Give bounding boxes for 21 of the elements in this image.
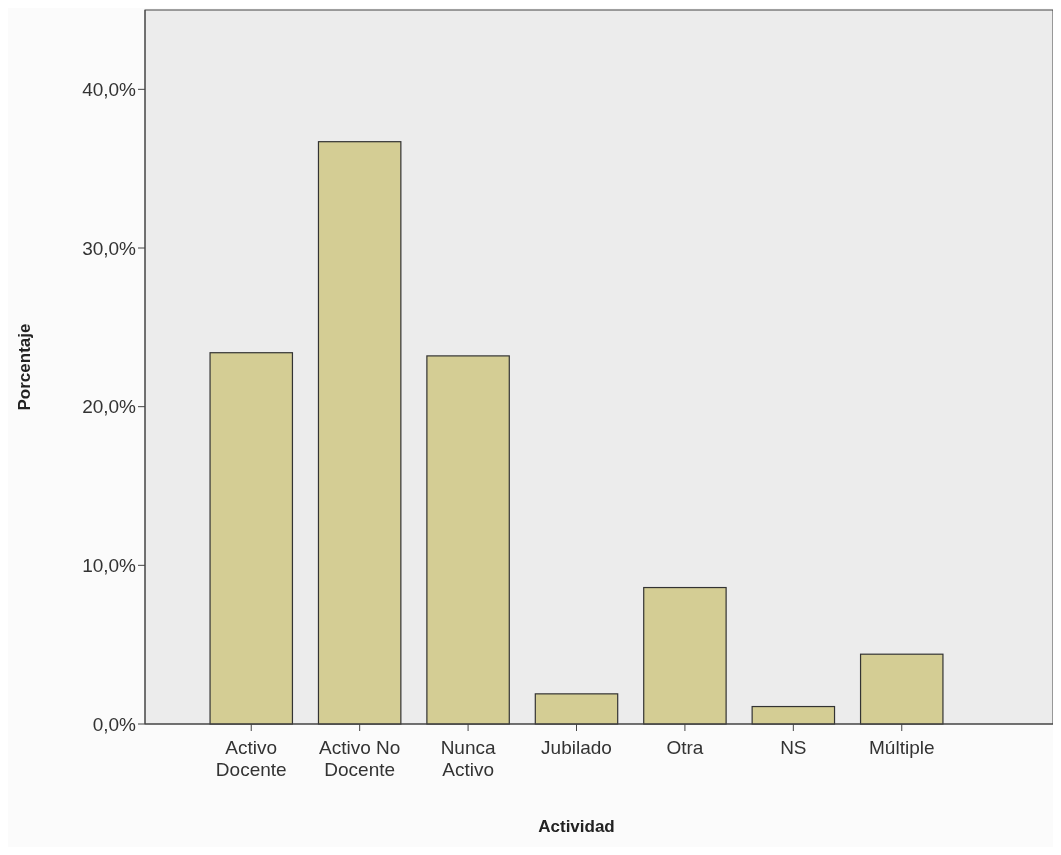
bar	[534, 693, 619, 725]
x-axis-title: Actividad	[538, 817, 615, 836]
bar	[751, 705, 836, 725]
x-tick-label: Jubilado	[541, 737, 612, 758]
x-tick-label: Otra	[666, 737, 704, 758]
bar	[209, 352, 294, 725]
bar	[426, 355, 510, 725]
y-axis-title: Porcentaje	[15, 323, 34, 411]
bar	[643, 586, 727, 725]
y-tick-label: 40,0%	[82, 78, 137, 100]
x-tick-label: NS	[780, 737, 807, 758]
y-tick-label: 0,0%	[92, 713, 137, 735]
y-tick-label: 30,0%	[82, 237, 137, 259]
y-tick-label: 20,0%	[82, 396, 137, 418]
bar	[859, 653, 944, 725]
x-tick-label: Múltiple	[869, 737, 935, 758]
y-tick-label: 10,0%	[82, 554, 137, 576]
bar	[317, 141, 402, 725]
x-tick-label: Nunca Activo	[440, 737, 496, 780]
x-tick-label: Activo Docente	[215, 737, 287, 780]
x-tick-label: Activo No Docente	[319, 737, 401, 780]
